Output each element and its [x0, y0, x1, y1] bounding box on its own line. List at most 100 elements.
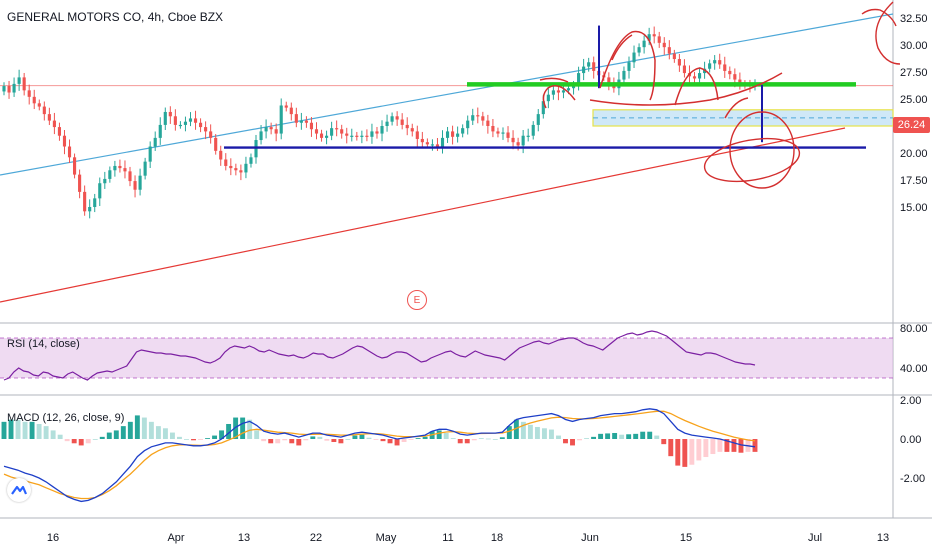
candle-body: [607, 77, 611, 84]
candle: [692, 71, 697, 84]
macd-histogram-bar: [169, 432, 175, 439]
candle-body: [692, 76, 697, 79]
macd-tick-label: 2.00: [900, 395, 921, 407]
candle: [400, 113, 404, 130]
macd-histogram-bar: [331, 439, 337, 443]
candle-body: [435, 144, 440, 147]
candle: [289, 102, 293, 121]
candle: [274, 123, 278, 142]
candle: [153, 131, 157, 151]
candle: [234, 163, 238, 176]
candle: [284, 101, 288, 112]
candle: [113, 160, 117, 177]
candle-body: [274, 129, 278, 134]
candle-body: [390, 116, 394, 122]
macd-histogram-bar: [127, 421, 133, 439]
candle: [108, 166, 112, 183]
candle-body: [133, 181, 137, 190]
drawn-top-arc: [861, 8, 897, 27]
macd-histogram-bar: [654, 435, 660, 439]
candle-body: [657, 36, 661, 43]
macd-histogram-bar: [647, 431, 653, 439]
candle: [657, 31, 661, 48]
candle: [12, 77, 16, 97]
candle: [93, 193, 97, 213]
drawn-left-shoulder: [542, 85, 576, 109]
candle-body: [183, 121, 188, 125]
candle-body: [93, 198, 97, 207]
candle-body: [319, 133, 324, 138]
candle-body: [425, 142, 429, 145]
candle: [461, 124, 465, 138]
macd-histogram-bar: [527, 424, 533, 439]
candle-body: [697, 73, 702, 79]
time-tick-label: May: [376, 532, 397, 544]
candle-body: [204, 127, 208, 132]
candle: [738, 72, 742, 90]
candle-body: [501, 132, 505, 134]
time-tick-label: 13: [238, 532, 250, 544]
candle-body: [244, 163, 248, 173]
candle: [466, 115, 470, 135]
earnings-marker[interactable]: E: [407, 290, 427, 310]
candle-body: [440, 137, 445, 147]
macd-histogram-bar: [640, 431, 646, 439]
macd-histogram-bar: [198, 439, 203, 440]
macd-histogram-bar: [506, 426, 512, 439]
candle-body: [168, 111, 172, 117]
candle: [309, 117, 314, 137]
macd-histogram-bar: [731, 439, 737, 452]
time-tick-label: 11: [442, 532, 453, 544]
candle-body: [234, 168, 238, 171]
candle-body: [304, 120, 308, 123]
time-tick-label: Jul: [808, 532, 822, 544]
candle-body: [314, 129, 319, 134]
candle-body: [22, 77, 26, 91]
macd-histogram-bar: [212, 435, 218, 439]
macd-histogram-bar: [184, 439, 189, 440]
candle: [456, 126, 460, 143]
candle: [551, 85, 555, 100]
candle-body: [405, 124, 409, 129]
candle-body: [370, 131, 374, 137]
candle: [506, 126, 510, 143]
candle: [67, 139, 72, 164]
macd-histogram-bar: [338, 439, 344, 444]
candle-body: [375, 131, 379, 134]
candle: [168, 106, 172, 124]
macd-tick-label: 0.00: [900, 434, 921, 446]
macd-histogram-bar: [268, 439, 274, 444]
candle-body: [355, 135, 359, 137]
candle-body: [113, 165, 117, 171]
tradingview-logo-icon[interactable]: [7, 478, 31, 502]
candle-body: [259, 131, 263, 141]
candle-body: [672, 53, 676, 60]
candle: [662, 37, 666, 55]
macd-histogram-bar: [345, 439, 351, 440]
candle: [163, 107, 167, 130]
candle-body: [577, 73, 581, 87]
candle: [244, 156, 248, 179]
macd-histogram-bar: [591, 436, 597, 439]
candle-body: [556, 90, 560, 93]
macd-histogram-bar: [626, 434, 632, 439]
drawn-head: [599, 30, 656, 101]
candle-body: [466, 120, 470, 129]
candle-body: [682, 65, 686, 74]
macd-histogram-bar: [724, 439, 730, 452]
macd-histogram-bar: [471, 439, 477, 441]
candle-body: [410, 128, 414, 132]
candle-body: [249, 157, 253, 164]
candle-body: [551, 90, 555, 95]
last-price-badge: 26.24: [893, 117, 930, 133]
candle: [526, 128, 530, 142]
macd-histogram-bar: [619, 434, 625, 439]
macd-histogram-bar: [682, 439, 688, 467]
macd-histogram-bar: [99, 436, 105, 439]
candle: [627, 56, 631, 79]
candle: [420, 131, 424, 148]
candle-body: [430, 144, 434, 146]
candle: [330, 121, 334, 141]
